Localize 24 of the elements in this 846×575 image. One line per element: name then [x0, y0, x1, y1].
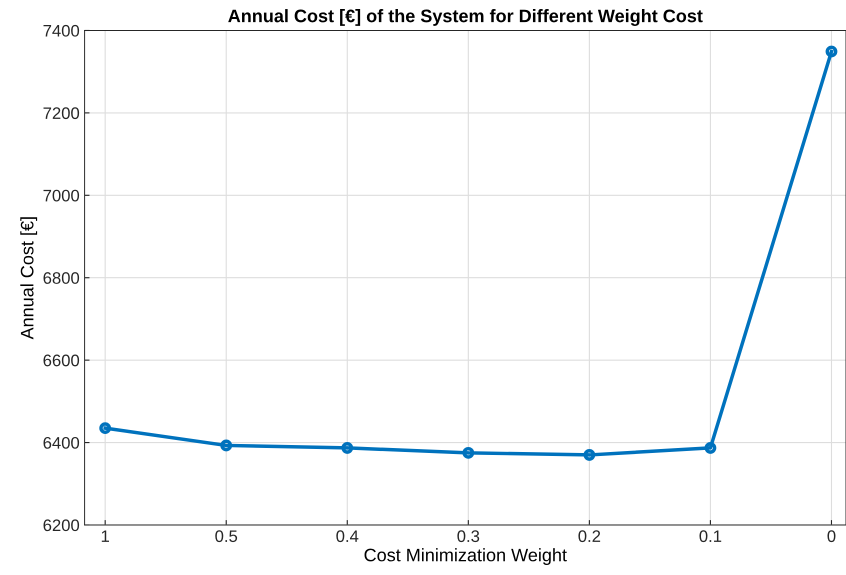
y-tick-label: 7000 [44, 190, 80, 202]
x-tick-label: 1 [102, 530, 109, 542]
chart-title: Annual Cost [€] of the System for Different Weight Cost [228, 9, 703, 26]
point [220, 440, 232, 452]
x-tick-label: 0.1 [699, 530, 722, 542]
x-tick-label: 0.5 [215, 530, 238, 542]
y-tick-label: 7200 [44, 107, 80, 120]
point [826, 46, 838, 58]
x-tick-label: 0.4 [336, 530, 358, 542]
point [704, 442, 716, 454]
y-axis-title: Annual Cost [€] [20, 217, 38, 340]
y-tick-label: 6200 [44, 519, 80, 532]
x-axis-title: Cost Minimization Weight [364, 548, 567, 565]
y-tick-label: 6600 [44, 354, 80, 366]
x-tick-label: 0.2 [578, 530, 600, 542]
point [341, 442, 354, 454]
y-tick-label: 7400 [44, 24, 80, 37]
point [99, 422, 112, 434]
y-tick-label: 6400 [44, 436, 80, 449]
x-tick-label: 0.3 [457, 530, 480, 542]
point [462, 446, 474, 459]
y-tick-label: 6800 [44, 272, 80, 284]
x-tick-label: 0 [827, 530, 836, 542]
point [583, 449, 596, 461]
